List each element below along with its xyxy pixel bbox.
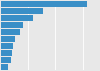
Bar xyxy=(1,8,43,14)
Bar xyxy=(1,57,11,63)
Bar xyxy=(1,1,87,7)
Bar xyxy=(1,64,8,70)
Bar xyxy=(1,43,13,49)
Bar xyxy=(1,36,15,42)
Bar xyxy=(1,50,12,56)
Bar xyxy=(1,22,23,28)
Bar xyxy=(1,15,33,21)
Bar xyxy=(1,29,20,35)
